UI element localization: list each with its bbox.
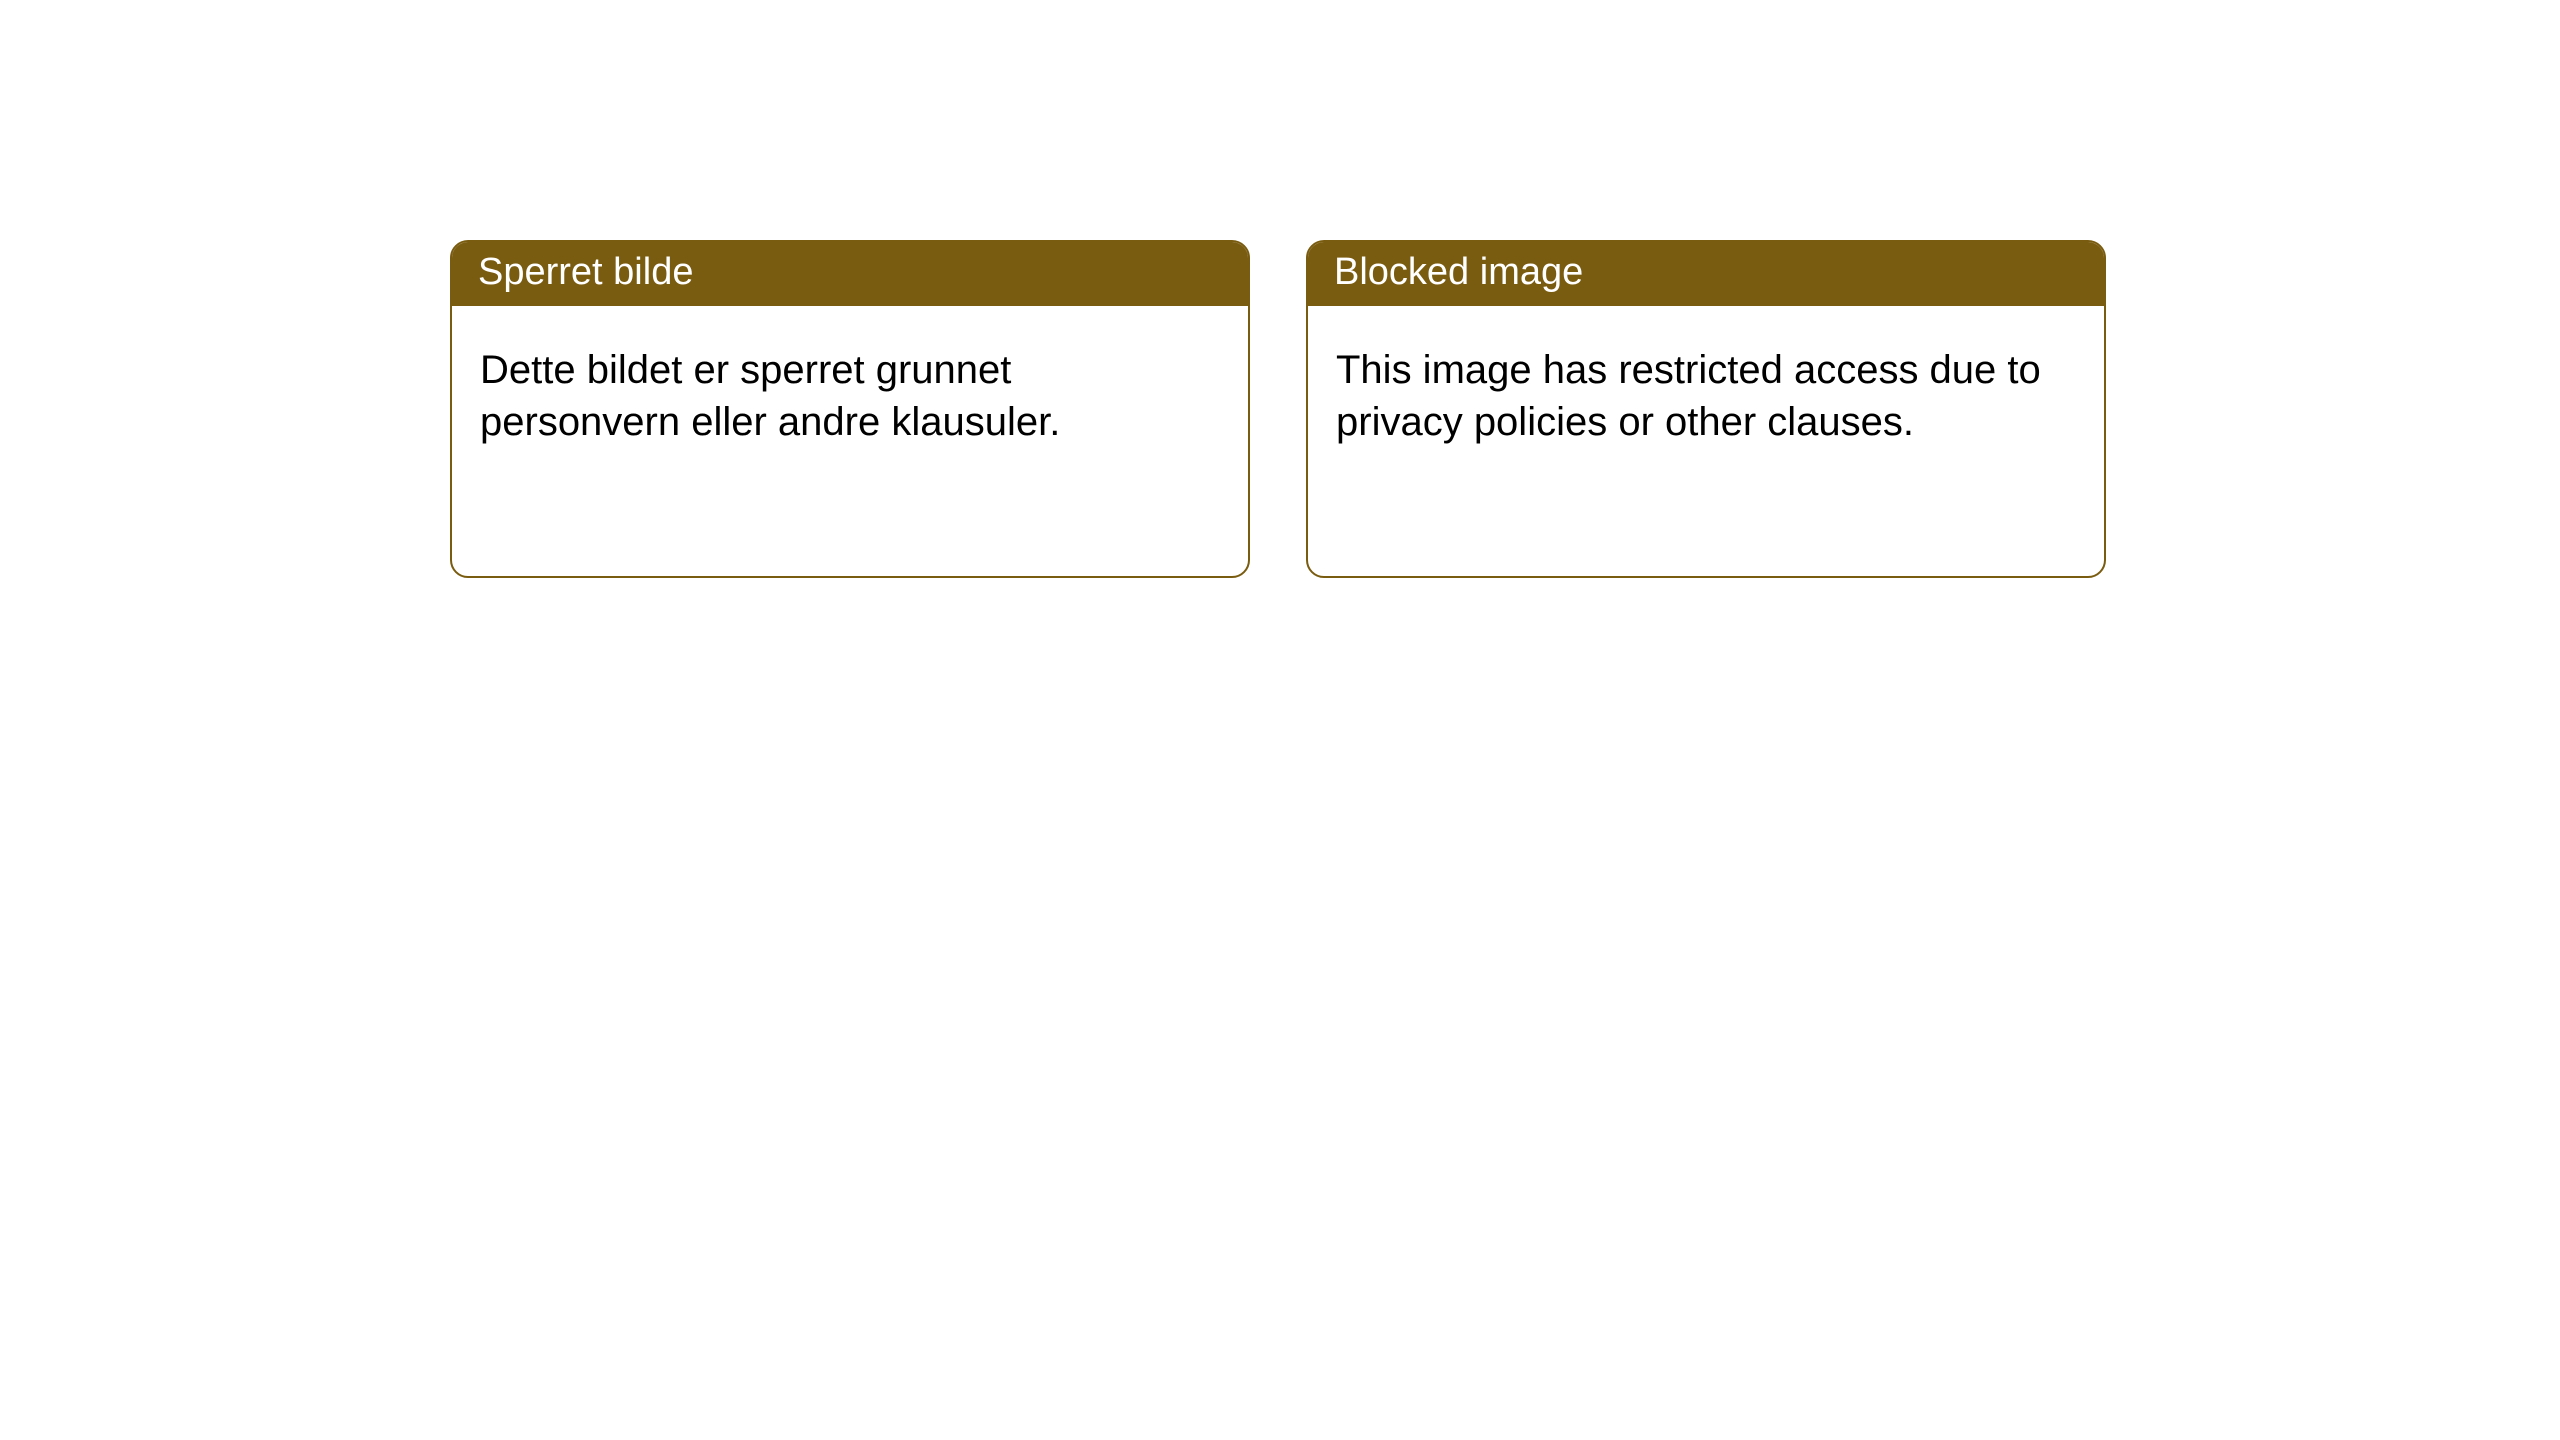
card-body-en: This image has restricted access due to …	[1308, 306, 2104, 486]
card-header-no: Sperret bilde	[452, 242, 1248, 306]
blocked-image-card-en: Blocked image This image has restricted …	[1306, 240, 2106, 578]
card-header-en: Blocked image	[1308, 242, 2104, 306]
blocked-image-card-no: Sperret bilde Dette bildet er sperret gr…	[450, 240, 1250, 578]
notice-cards-container: Sperret bilde Dette bildet er sperret gr…	[450, 240, 2106, 578]
card-body-no: Dette bildet er sperret grunnet personve…	[452, 306, 1248, 486]
